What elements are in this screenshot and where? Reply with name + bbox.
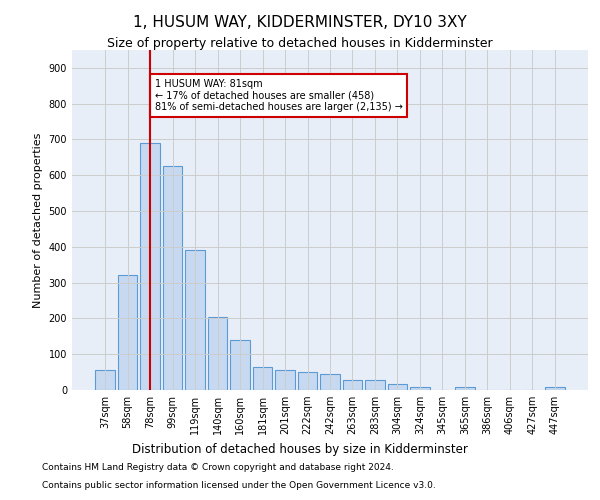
Text: 1 HUSUM WAY: 81sqm
← 17% of detached houses are smaller (458)
81% of semi-detach: 1 HUSUM WAY: 81sqm ← 17% of detached hou… — [155, 78, 403, 112]
Y-axis label: Number of detached properties: Number of detached properties — [33, 132, 43, 308]
Bar — [95, 370, 115, 390]
Bar — [163, 166, 182, 390]
Bar — [365, 380, 385, 390]
Text: Distribution of detached houses by size in Kidderminster: Distribution of detached houses by size … — [132, 442, 468, 456]
Bar — [410, 387, 430, 390]
Bar — [545, 387, 565, 390]
Bar — [253, 366, 272, 390]
Bar — [140, 143, 160, 390]
Bar — [320, 374, 340, 390]
Bar — [455, 387, 475, 390]
Text: Size of property relative to detached houses in Kidderminster: Size of property relative to detached ho… — [107, 38, 493, 51]
Text: Contains public sector information licensed under the Open Government Licence v3: Contains public sector information licen… — [42, 481, 436, 490]
Bar — [388, 384, 407, 390]
Bar — [118, 276, 137, 390]
Bar — [208, 316, 227, 390]
Bar — [298, 372, 317, 390]
Bar — [185, 250, 205, 390]
Text: 1, HUSUM WAY, KIDDERMINSTER, DY10 3XY: 1, HUSUM WAY, KIDDERMINSTER, DY10 3XY — [133, 15, 467, 30]
Bar — [343, 380, 362, 390]
Bar — [275, 370, 295, 390]
Bar — [230, 340, 250, 390]
Text: Contains HM Land Registry data © Crown copyright and database right 2024.: Contains HM Land Registry data © Crown c… — [42, 464, 394, 472]
